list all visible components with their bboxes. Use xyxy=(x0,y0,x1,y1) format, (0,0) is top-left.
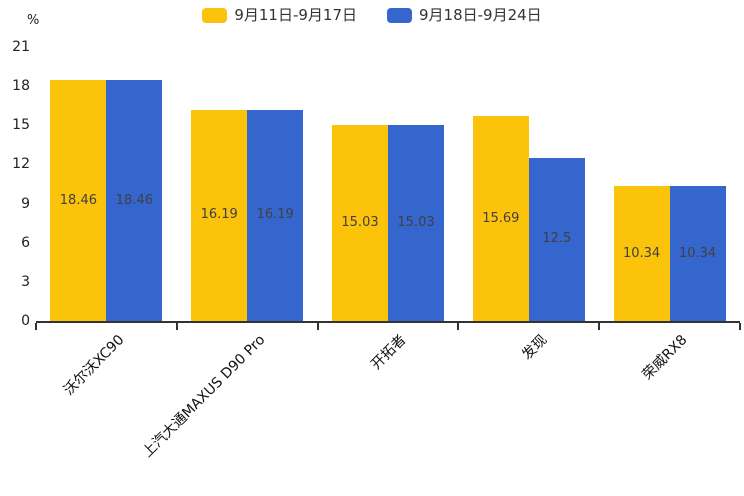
x-axis-category-label: 沃尔沃XC90 xyxy=(61,332,128,399)
bar-value-label: 10.34 xyxy=(678,245,717,261)
bar-value-label: 12.5 xyxy=(542,231,572,247)
legend-label-series2: 9月18日-9月24日 xyxy=(419,6,542,24)
bar-series2 xyxy=(106,80,163,321)
x-axis-tick xyxy=(598,323,601,330)
bar-value-label: 16.19 xyxy=(256,207,294,223)
x-axis-tick xyxy=(457,323,460,330)
y-axis-unit-label: % xyxy=(27,13,40,28)
bar-series1 xyxy=(191,109,248,321)
bar-series1 xyxy=(472,116,529,321)
bar-value-label: 10.34 xyxy=(622,245,661,261)
x-axis-category-label: 开拓者 xyxy=(368,332,410,374)
x-axis-tick xyxy=(175,323,178,330)
x-axis-category-label: 上汽大通MAXUS D90 Pro xyxy=(139,332,269,461)
bar-series2 xyxy=(528,157,585,321)
x-axis-line xyxy=(36,321,740,323)
x-axis-tick xyxy=(35,323,37,330)
bar-value-label: 16.19 xyxy=(200,207,238,223)
x-axis-category-label: 荣威RX8 xyxy=(639,332,691,384)
legend-swatch-series1-icon xyxy=(202,8,228,23)
bar-series1 xyxy=(50,80,107,321)
legend-label-series1: 9月11日-9月17日 xyxy=(234,6,357,24)
y-axis-tick-label: 18 xyxy=(12,78,30,95)
y-axis-tick-label: 6 xyxy=(21,234,30,251)
y-axis-tick-label: 15 xyxy=(12,117,30,134)
y-axis-tick-label: 0 xyxy=(21,313,30,329)
x-axis-tick xyxy=(739,323,741,330)
bar-value-label: 15.03 xyxy=(341,214,379,230)
y-axis-tick-label: 21 xyxy=(12,39,30,55)
legend-swatch-series2-icon xyxy=(387,8,412,23)
y-axis-tick-label: 9 xyxy=(21,195,30,212)
bar-series2 xyxy=(388,124,444,321)
legend-item-series2[interactable]: 9月18日-9月24日 xyxy=(387,8,542,23)
bar-value-label: 18.46 xyxy=(115,192,153,208)
bar-series2 xyxy=(669,186,726,321)
y-axis-tick-label: 12 xyxy=(12,156,30,173)
bar-series2 xyxy=(247,109,304,321)
bar-value-label: 18.46 xyxy=(59,192,97,208)
bar-series1 xyxy=(332,124,388,321)
x-axis-category-label: 发现 xyxy=(519,332,551,364)
bar-value-label: 15.69 xyxy=(482,210,520,226)
bar-series1 xyxy=(613,186,670,321)
chart-legend: 9月11日-9月17日 9月18日-9月24日 xyxy=(0,8,744,23)
legend-item-series1[interactable]: 9月11日-9月17日 xyxy=(202,8,357,23)
x-axis-tick xyxy=(316,323,319,330)
bar-value-label: 15.03 xyxy=(397,214,435,230)
y-axis-tick-label: 3 xyxy=(21,273,30,290)
